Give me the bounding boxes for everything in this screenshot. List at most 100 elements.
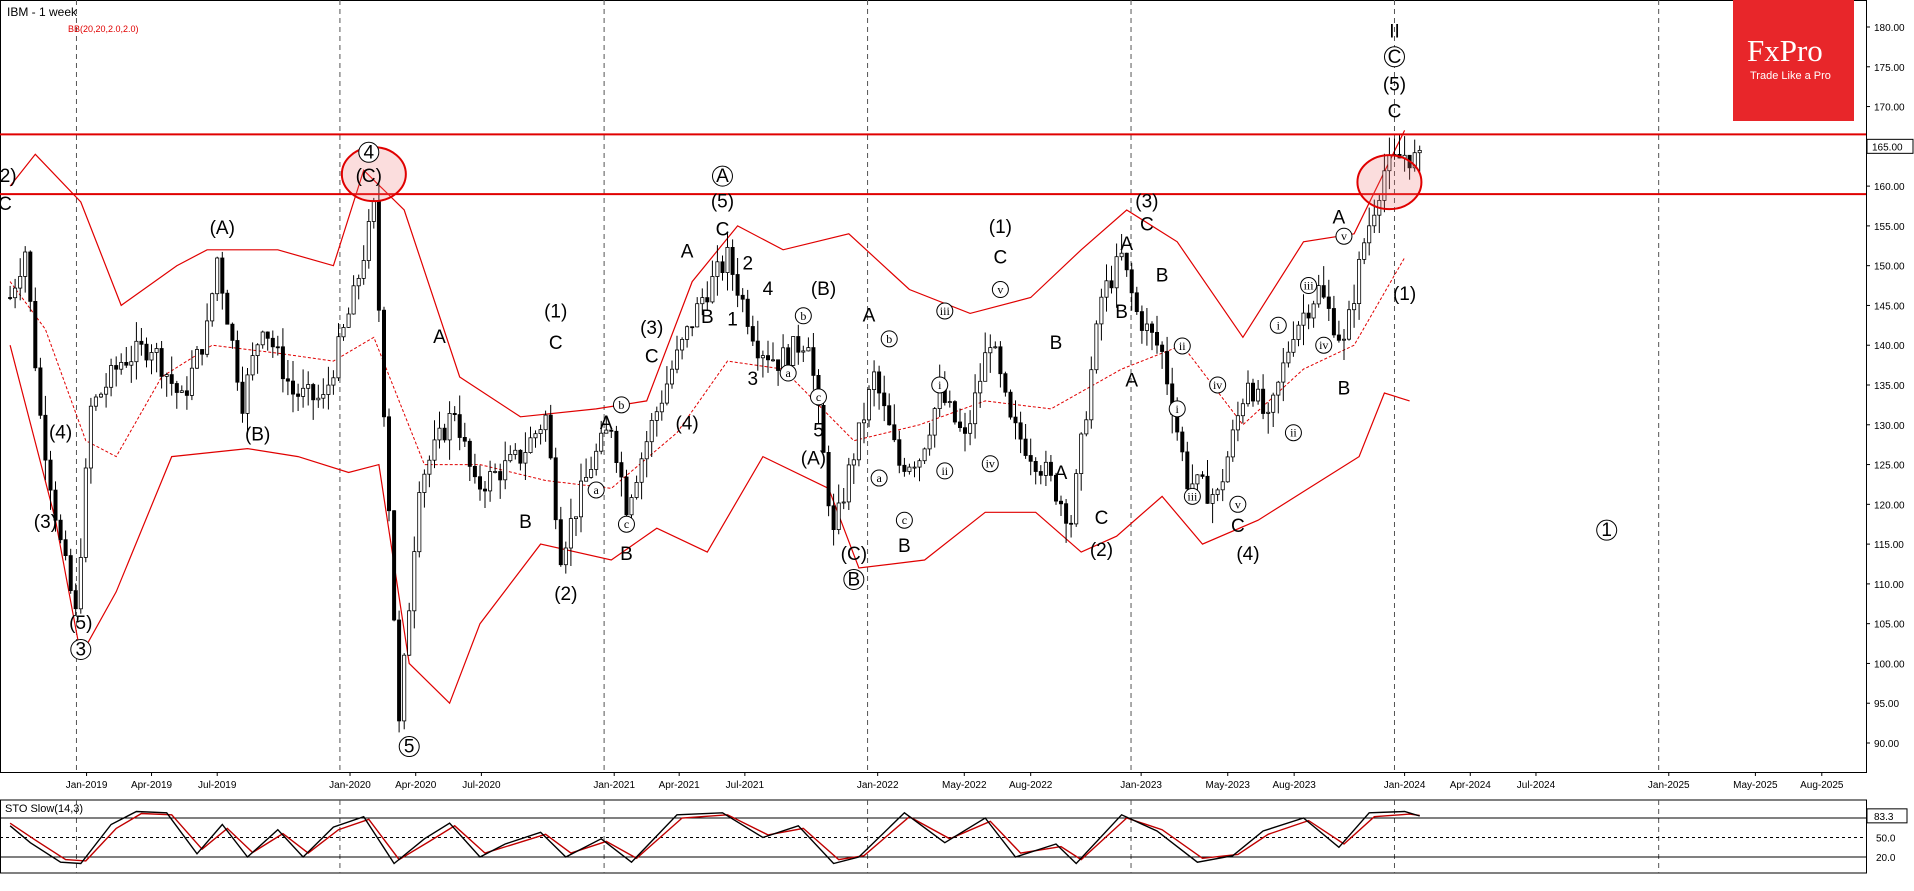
candle-body bbox=[1342, 338, 1347, 341]
candle-body bbox=[472, 465, 477, 478]
candle-body bbox=[104, 386, 109, 395]
wave-label: (4) bbox=[1236, 544, 1259, 565]
time-tick-label: Jul-2021 bbox=[726, 780, 765, 791]
candle-body bbox=[1362, 242, 1367, 260]
candle-body bbox=[523, 452, 528, 464]
candle-body bbox=[654, 411, 659, 421]
candle-body bbox=[1215, 489, 1220, 495]
wave-label: 3 bbox=[76, 639, 87, 660]
candle-body bbox=[402, 654, 407, 722]
wave-label: (2) bbox=[554, 584, 577, 605]
candle-body bbox=[634, 481, 639, 498]
candle-body bbox=[659, 402, 664, 413]
candle-body bbox=[366, 221, 371, 261]
candle-body bbox=[215, 257, 220, 295]
candle-body bbox=[892, 424, 897, 441]
candle-body bbox=[715, 261, 720, 277]
candle-body bbox=[114, 365, 119, 370]
candle-body bbox=[397, 619, 402, 722]
candle-body bbox=[381, 309, 386, 418]
wave-label-circle bbox=[981, 455, 999, 473]
candle-body bbox=[1296, 324, 1301, 340]
candle-body bbox=[1079, 433, 1084, 474]
candle-body bbox=[194, 349, 199, 369]
candle-body bbox=[1382, 170, 1387, 201]
wave-label-circle bbox=[617, 515, 635, 533]
candle-body bbox=[1033, 460, 1038, 472]
wave-label: 2 bbox=[742, 254, 753, 275]
candle-body bbox=[1316, 285, 1321, 305]
candle-body bbox=[664, 383, 669, 404]
candle-body bbox=[1417, 149, 1422, 154]
wave-label-circle bbox=[1284, 424, 1302, 442]
wave-label: (5) bbox=[711, 192, 734, 213]
wave-labels: (2)C(4)(3)(5)3(A)(B)4(C)A5B(1)C(2)AbacB(… bbox=[0, 21, 1618, 758]
price-tick-label: 155.00 bbox=[1874, 222, 1905, 233]
wave-label: c bbox=[624, 517, 629, 531]
candle-body bbox=[584, 476, 589, 482]
candle-body bbox=[1220, 481, 1225, 491]
candle-body bbox=[680, 338, 685, 351]
wave-label-circle bbox=[587, 481, 605, 499]
candle-body bbox=[1205, 475, 1210, 504]
wave-label: (3) bbox=[34, 512, 57, 533]
candle-body bbox=[675, 349, 680, 370]
wave-label: a bbox=[786, 366, 792, 380]
candle-body bbox=[705, 297, 710, 303]
candle-body bbox=[1038, 471, 1043, 476]
wave-label: II bbox=[1389, 21, 1400, 42]
candle-body bbox=[1210, 494, 1215, 504]
time-tick-label: Jan-2020 bbox=[329, 780, 371, 791]
candle-body bbox=[376, 201, 381, 311]
candle-body bbox=[1043, 461, 1048, 476]
candle-body bbox=[599, 432, 604, 452]
candle-body bbox=[336, 336, 341, 379]
candle-body bbox=[548, 414, 553, 459]
candle-body bbox=[200, 349, 205, 355]
candle-body bbox=[614, 430, 619, 463]
candle-body bbox=[205, 320, 210, 355]
wave-label-circle bbox=[794, 307, 812, 325]
wave-label: A bbox=[1333, 208, 1346, 229]
candle-body bbox=[750, 326, 755, 342]
wave-label: B bbox=[701, 307, 714, 328]
candle-body bbox=[43, 414, 48, 461]
candle-body bbox=[285, 378, 290, 382]
wave-label: (A) bbox=[210, 218, 235, 239]
bollinger-lower-band bbox=[9, 345, 1410, 705]
time-tick-label: May-2022 bbox=[942, 780, 987, 791]
candle-body bbox=[877, 371, 882, 394]
wave-label: v bbox=[997, 283, 1003, 297]
candle-body bbox=[1155, 331, 1160, 346]
candle-body bbox=[907, 466, 912, 472]
stochastic-k-line bbox=[9, 810, 1420, 865]
candle-body bbox=[184, 390, 189, 396]
candle-body bbox=[477, 476, 482, 490]
stochastic-d-line bbox=[9, 812, 1420, 862]
candle-body bbox=[1281, 362, 1286, 383]
candle-body bbox=[624, 476, 629, 516]
candle-body bbox=[1139, 311, 1144, 331]
wave-label: (1) bbox=[989, 217, 1012, 238]
candle-body bbox=[1256, 388, 1261, 402]
time-tick-label: Jan-2023 bbox=[1120, 780, 1162, 791]
time-tick-label: Apr-2024 bbox=[1450, 780, 1492, 791]
grid-lines bbox=[0, 0, 1867, 874]
wave-label: C bbox=[549, 333, 563, 354]
price-tick-label: 180.00 bbox=[1874, 23, 1905, 34]
candle-body bbox=[644, 441, 649, 460]
wave-label-circle bbox=[398, 736, 420, 758]
candle-body bbox=[932, 408, 937, 436]
candle-body bbox=[821, 404, 826, 453]
candle-body bbox=[1144, 323, 1149, 331]
candle-body bbox=[245, 374, 250, 414]
wave-label: C bbox=[716, 219, 730, 240]
price-tick-label: 145.00 bbox=[1874, 301, 1905, 312]
price-tick-label: 150.00 bbox=[1874, 262, 1905, 273]
time-tick-label: Jan-2022 bbox=[857, 780, 899, 791]
candle-body bbox=[973, 392, 978, 425]
wave-label: a bbox=[593, 483, 599, 497]
candle-body bbox=[958, 421, 963, 428]
